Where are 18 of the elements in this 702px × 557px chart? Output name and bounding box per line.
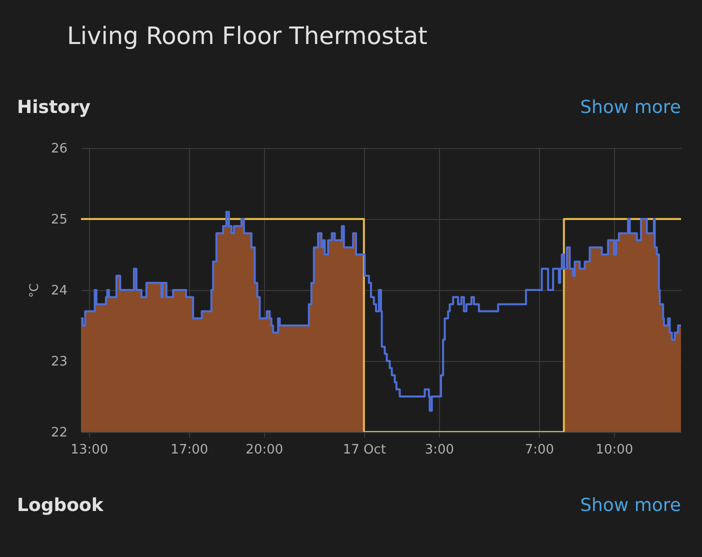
y-axis-title: °C — [26, 283, 41, 298]
y-tick-label: 26 — [50, 142, 68, 156]
text: Show more — [580, 495, 681, 516]
y-tick-label: 24 — [50, 284, 68, 298]
x-tick-label: 13:00 — [70, 442, 108, 458]
y-tick-label: 22 — [50, 426, 68, 440]
x-tick-label: 10:00 — [596, 442, 634, 458]
chart-title: Living Room Floor Thermostat — [67, 22, 428, 50]
x-tick-label: 7:00 — [524, 442, 554, 458]
y-tick-label: 23 — [50, 354, 68, 370]
text: Show more — [580, 97, 681, 118]
x-tick-label: 17:00 — [170, 442, 208, 458]
text: History — [17, 97, 91, 118]
x-tick-label: 3:00 — [424, 442, 454, 458]
y-tick-label: 25 — [50, 212, 68, 228]
x-tick-label: 17 Oct — [342, 442, 386, 458]
x-tick-label: 20:00 — [246, 442, 284, 458]
text: Logbook — [17, 495, 104, 516]
